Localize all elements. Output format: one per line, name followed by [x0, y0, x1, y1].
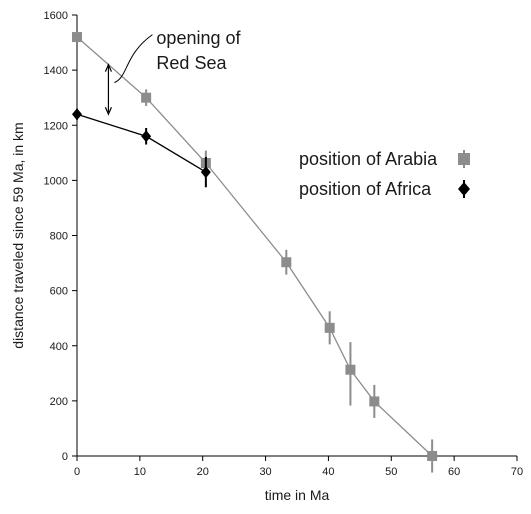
x-tick-label: 20: [197, 466, 209, 478]
data-point: [200, 166, 211, 179]
y-tick-label: 800: [50, 231, 68, 243]
y-tick-label: 1200: [44, 120, 68, 132]
data-point: [141, 130, 152, 143]
series-0: [72, 32, 438, 473]
y-tick-label: 1000: [44, 175, 68, 187]
annotation-leader: [114, 34, 153, 84]
data-point: [324, 322, 335, 333]
annotation-arrowhead-top: [104, 63, 112, 72]
legend-label: position of Arabia: [299, 149, 438, 169]
axes-layer: 0 10 20 30 40 50 60 70 0 200 400 600 800 1000 1200 1400…: [10, 10, 523, 503]
legend-entry-0: position of Arabia: [299, 149, 470, 169]
y-tick-label: 1400: [44, 65, 68, 77]
annotation-arrowhead-bottom: [104, 106, 112, 116]
data-point: [345, 364, 356, 375]
x-tick-label: 40: [322, 466, 334, 478]
legend-entry-1: position of Africa: [299, 179, 470, 199]
data-point: [281, 257, 292, 268]
annotation-text: opening of: [156, 28, 241, 48]
data-point: [72, 32, 82, 43]
data-point: [72, 108, 82, 121]
annotation-text: Red Sea: [156, 53, 227, 73]
x-tick-label: 70: [511, 466, 523, 478]
x-tick-label: 10: [134, 466, 146, 478]
legend-marker: [458, 182, 470, 196]
data-point: [427, 451, 438, 461]
data-layer: [72, 32, 438, 473]
series-line: [76, 36, 433, 457]
y-tick-label: 0: [62, 451, 68, 463]
x-tick-label: 0: [74, 466, 80, 478]
y-axis-title: distance traveled since 59 Ma, in km: [10, 122, 26, 348]
x-axis-title: time in Ma: [265, 487, 330, 503]
data-point: [369, 396, 380, 407]
y-tick-label: 1600: [44, 10, 68, 22]
series-line: [76, 113, 207, 173]
legend-marker: [458, 153, 470, 165]
x-tick-label: 50: [385, 466, 397, 478]
y-tick-label: 200: [50, 396, 68, 408]
y-tick-label: 600: [50, 286, 68, 298]
annotation-layer: opening of Red Sea: [104, 28, 242, 116]
legend-label: position of Africa: [299, 179, 432, 199]
x-tick-label: 30: [259, 466, 271, 478]
x-tick-label: 60: [448, 466, 460, 478]
y-tick-label: 400: [50, 341, 68, 353]
series-1: [72, 108, 211, 188]
legend-layer: position of Arabia position of Africa: [299, 149, 470, 199]
data-point: [141, 92, 152, 103]
